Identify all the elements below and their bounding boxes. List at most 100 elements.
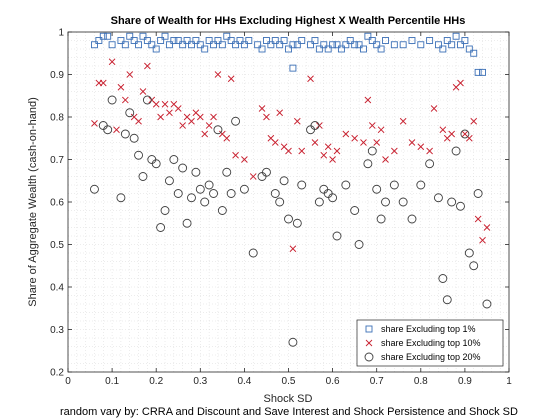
data-point-x (232, 151, 239, 159)
y-tick-label: 0.5 (50, 240, 64, 251)
data-point-x (448, 130, 455, 138)
data-point-square (465, 45, 473, 53)
data-point-circle (363, 159, 373, 169)
data-point-circle (103, 125, 113, 135)
data-point-circle (120, 129, 130, 139)
data-point-x (298, 147, 306, 155)
data-point-x (179, 122, 186, 129)
x-tick-label: 0.9 (458, 376, 472, 387)
data-point-square (179, 41, 187, 49)
series-2 (91, 58, 491, 253)
y-tick-label: 1 (58, 28, 64, 39)
data-point-circle (425, 159, 435, 169)
data-point-square (130, 37, 138, 44)
data-point-x (377, 126, 385, 134)
x-tick-label: 0.8 (414, 376, 428, 387)
data-point-circle (107, 95, 117, 105)
data-point-square (143, 37, 151, 44)
data-point-circle (433, 193, 443, 203)
y-tick-label: 0.7 (50, 155, 64, 166)
data-point-x (223, 134, 231, 142)
data-point-x (139, 88, 147, 95)
data-point-square (289, 64, 297, 72)
data-point-square (218, 41, 226, 49)
y-tick-label: 0.2 (50, 368, 64, 379)
data-point-square (417, 41, 425, 49)
data-point-square (408, 37, 416, 44)
data-point-circle (297, 180, 307, 190)
data-point-square (364, 32, 372, 40)
data-point-square (448, 41, 456, 49)
axes (67, 31, 510, 373)
tick-labels: 0 0.1 0.2 0.3 0.4 0.5 0.6 0.7 0.8 0.9 1 0.2 0.3 0.4 0.… (50, 28, 512, 388)
data-point-circle (200, 197, 210, 207)
plot-area (68, 32, 509, 372)
data-point-square (121, 41, 129, 49)
data-point-x (276, 109, 283, 117)
y-tick-label: 0.6 (50, 198, 64, 209)
data-point-square (135, 41, 143, 49)
data-point-circle (262, 167, 271, 177)
data-point-square (148, 41, 156, 49)
data-point-square (254, 41, 262, 49)
data-point-square (192, 37, 200, 44)
data-point-circle (270, 189, 280, 198)
data-point-square (390, 41, 398, 49)
data-point-square (214, 37, 222, 44)
data-point-circle (314, 197, 324, 207)
data-point-x (426, 147, 433, 155)
chart-caption: random vary by: CRRA and Discount and Sa… (60, 406, 518, 418)
data-point-square (307, 41, 314, 49)
data-point-x (113, 126, 120, 134)
data-point-circle (367, 146, 377, 156)
data-point-circle (372, 184, 382, 194)
data-point-square (373, 41, 381, 49)
data-point-square (342, 41, 350, 49)
data-point-circle (129, 133, 139, 143)
data-point-square (285, 45, 292, 53)
x-axis-label: Shock SD (264, 393, 313, 405)
data-point-x (174, 105, 182, 112)
data-point-square (196, 41, 204, 49)
data-point-x (188, 117, 195, 125)
data-point-square (329, 41, 337, 49)
data-point-circle (160, 206, 170, 215)
data-point-circle (173, 189, 183, 198)
data-point-x (483, 224, 491, 231)
data-point-circle (209, 189, 218, 198)
data-point-circle (275, 197, 285, 207)
data-point-square (157, 37, 165, 44)
data-point-square (201, 45, 209, 53)
data-point-circle (442, 295, 452, 305)
data-point-x (122, 96, 129, 104)
data-point-square (382, 37, 389, 44)
data-point-x (320, 151, 328, 159)
data-point-x (324, 143, 332, 151)
data-point-circle (354, 240, 364, 249)
data-point-square (188, 41, 195, 49)
data-point-square (461, 37, 469, 44)
data-point-square (210, 41, 217, 49)
y-tick-label: 0.9 (50, 70, 64, 81)
data-point-x (342, 130, 350, 138)
data-point-x (399, 117, 407, 125)
data-point-x (201, 130, 209, 138)
data-point-square (452, 32, 460, 40)
data-point-circle (389, 180, 399, 190)
data-point-x (417, 143, 425, 151)
data-point-x (152, 100, 160, 108)
data-point-circle (138, 172, 148, 181)
data-point-x (474, 215, 482, 223)
data-point-square (267, 41, 275, 49)
data-point-x (285, 147, 292, 155)
data-point-x (91, 120, 98, 127)
data-point-circle (169, 155, 179, 164)
data-point-circle (284, 214, 293, 224)
data-point-circle (310, 121, 320, 130)
legend-label: share Excluding top 20% (381, 352, 481, 362)
data-point-square (95, 37, 103, 44)
data-point-square (434, 41, 442, 49)
data-point-circle (231, 116, 241, 126)
data-point-square (245, 37, 253, 44)
